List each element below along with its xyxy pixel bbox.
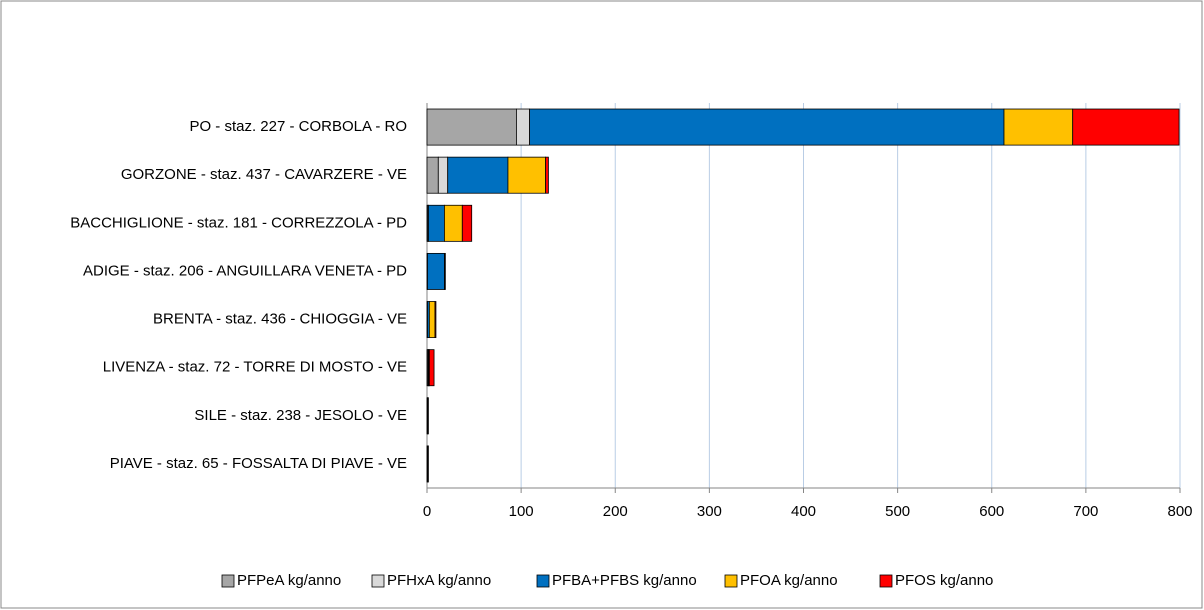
- x-tick-label: 0: [423, 503, 431, 520]
- bar-segment: [529, 108, 1005, 146]
- bar-segment: [461, 204, 473, 242]
- legend-swatch: [724, 574, 738, 588]
- legend-swatch: [371, 574, 385, 588]
- y-tick-label: BRENTA - staz. 436 - CHIOGGIA - VE: [153, 311, 407, 328]
- x-tick-label: 200: [603, 503, 628, 520]
- bar-segment: [426, 156, 439, 194]
- bar-segment: [428, 204, 445, 242]
- y-tick-label: LIVENZA - staz. 72 - TORRE DI MOSTO - VE: [103, 359, 407, 376]
- x-tick-label: 500: [885, 503, 910, 520]
- bar-segment: [428, 301, 436, 339]
- x-tick-label: 300: [697, 503, 722, 520]
- y-tick-label: PO - staz. 227 - CORBOLA - RO: [189, 118, 407, 135]
- bar-segment: [444, 204, 463, 242]
- bar-segment: [437, 156, 449, 194]
- y-tick-label: SILE - staz. 238 - JESOLO - VE: [194, 407, 407, 424]
- bar-segment: [516, 108, 530, 146]
- bar-segment: [428, 349, 435, 387]
- bar-segment: [545, 156, 549, 194]
- bar-segment: [447, 156, 509, 194]
- bar-segment: [434, 301, 437, 339]
- legend-label: PFPeA kg/anno: [237, 572, 341, 589]
- legend-label: PFHxA kg/anno: [387, 572, 491, 589]
- x-tick-label: 400: [791, 503, 816, 520]
- bar-segment: [507, 156, 546, 194]
- legend-label: PFOS kg/anno: [895, 572, 993, 589]
- x-tick-label: 600: [979, 503, 1004, 520]
- legend-label: PFBA+PFBS kg/anno: [552, 572, 697, 589]
- y-tick-label: GORZONE - staz. 437 - CAVARZERE - VE: [121, 166, 407, 183]
- y-tick-label: BACCHIGLIONE - staz. 181 - CORREZZOLA - …: [70, 214, 407, 231]
- legend-swatch: [221, 574, 235, 588]
- x-tick-label: 800: [1167, 503, 1192, 520]
- x-tick-label: 700: [1073, 503, 1098, 520]
- x-tick-label: 100: [509, 503, 534, 520]
- y-tick-label: PIAVE - staz. 65 - FOSSALTA DI PIAVE - V…: [110, 455, 407, 472]
- legend-swatch: [879, 574, 893, 588]
- y-tick-label: ADIGE - staz. 206 - ANGUILLARA VENETA - …: [83, 262, 407, 279]
- bar-segment: [427, 252, 445, 290]
- bar-segment: [426, 108, 517, 146]
- bar-segment: [1003, 108, 1074, 146]
- legend-label: PFOA kg/anno: [740, 572, 838, 589]
- legend-swatch: [536, 574, 550, 588]
- bar-segment: [1072, 108, 1180, 146]
